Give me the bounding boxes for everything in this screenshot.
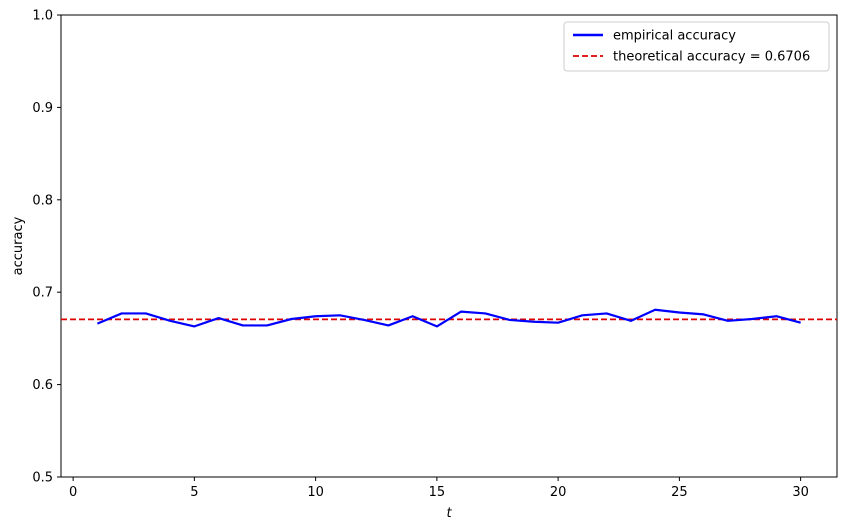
x-tick-label: 30 — [792, 485, 809, 500]
y-tick-label: 0.5 — [32, 471, 53, 486]
x-tick-label: 15 — [429, 485, 446, 500]
y-axis-label: accuracy — [11, 216, 26, 275]
x-tick-label: 20 — [550, 485, 567, 500]
y-axis-ticks: 0.5 0.6 0.7 0.8 0.9 1.0 — [32, 9, 61, 486]
empirical-accuracy-line — [96, 308, 801, 328]
x-tick-label: 5 — [190, 485, 198, 500]
y-tick-label: 0.9 — [32, 101, 53, 116]
x-tick-label: 10 — [307, 485, 324, 500]
x-tick-label: 25 — [671, 485, 688, 500]
legend-box — [563, 21, 830, 72]
legend-label-theoretical: theoretical accuracy = 0.6706 — [613, 50, 810, 65]
x-axis-label: t — [446, 506, 452, 521]
x-axis-ticks: 0 5 10 15 20 25 30 — [69, 477, 809, 500]
legend: empirical accuracy theoretical accuracy … — [563, 21, 830, 72]
y-tick-label: 0.6 — [32, 378, 53, 393]
plot-frame — [60, 14, 838, 478]
y-tick-label: 0.8 — [32, 193, 53, 208]
series-lines — [96, 308, 801, 328]
legend-label-empirical: empirical accuracy — [613, 29, 736, 44]
x-tick-label: 0 — [69, 485, 77, 500]
y-tick-label: 1.0 — [32, 9, 53, 24]
y-tick-label: 0.7 — [32, 286, 53, 301]
